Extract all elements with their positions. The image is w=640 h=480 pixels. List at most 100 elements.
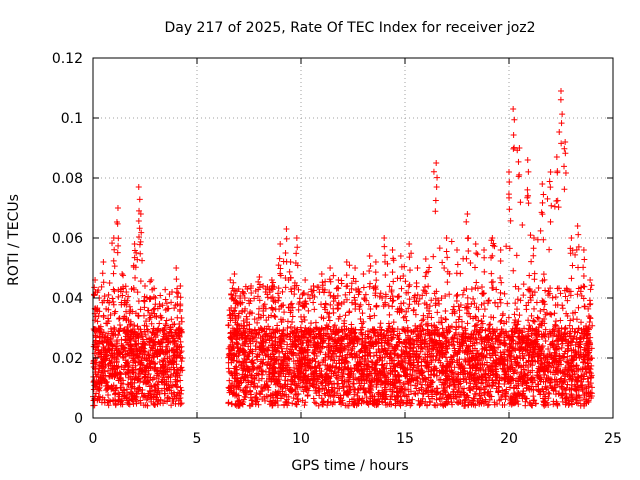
data-point [581,303,588,310]
data-point [473,339,480,346]
data-point [344,402,351,409]
data-point [295,306,302,313]
data-point [380,364,387,371]
data-point [310,395,317,402]
data-point [110,382,117,389]
data-point [356,354,363,361]
data-point [525,286,532,293]
data-point [525,351,532,358]
data-point [316,367,323,374]
data-point [519,390,526,397]
data-point [528,402,535,409]
data-point [478,340,485,347]
data-point [151,382,158,389]
data-point [502,358,509,365]
data-point [450,388,457,395]
data-point [419,381,426,388]
data-point [406,296,413,303]
data-point [122,348,129,355]
data-point [348,321,355,328]
data-point [357,315,364,322]
data-point [404,324,411,331]
data-point [121,326,128,333]
data-point [125,400,132,407]
data-point [397,353,404,360]
data-point [156,359,163,366]
data-point [344,359,351,366]
data-point [501,380,508,387]
data-point [102,353,109,360]
data-point [340,384,347,391]
data-point [408,328,415,335]
data-point [334,385,341,392]
data-point [402,366,409,373]
data-point [344,342,351,349]
data-point [122,330,129,337]
data-point [350,376,357,383]
data-point [553,368,560,375]
data-point [93,390,100,397]
data-point [111,349,118,356]
data-point [511,390,518,397]
data-point [575,325,582,332]
data-point [289,400,296,407]
data-point [390,319,397,326]
data-point [330,298,337,305]
data-point [290,352,297,359]
data-point [544,195,551,202]
data-point [581,400,588,407]
data-point [419,317,426,324]
data-point [151,313,158,320]
data-point [164,394,171,401]
data-point [148,344,155,351]
data-point [259,337,266,344]
data-point [363,394,370,400]
data-point [487,372,494,379]
data-point [170,346,177,353]
data-point [348,285,355,292]
data-point [373,375,380,382]
data-point [470,400,477,407]
data-point [472,381,479,388]
data-point [173,369,180,376]
data-point [231,365,238,372]
data-point [107,370,114,377]
data-point [278,303,285,310]
data-point [380,331,387,338]
data-point [119,389,126,396]
data-point [481,346,488,353]
data-point [576,355,583,362]
data-point [585,345,592,352]
data-point [234,345,241,352]
data-point [573,362,580,369]
data-point [516,374,523,381]
data-point [98,369,105,376]
data-point [360,384,367,391]
data-point [486,366,493,373]
data-point [163,300,170,307]
data-point [402,343,409,350]
data-point [287,367,294,374]
data-point [149,345,156,352]
data-point [356,289,363,296]
data-point [389,379,396,386]
data-point [279,348,286,355]
data-point [175,335,182,342]
data-point [394,332,401,339]
data-point [561,287,568,294]
data-point [551,310,558,317]
data-point [137,399,144,406]
data-point [474,251,481,258]
data-point [464,320,471,327]
data-point [313,353,320,360]
data-point [105,382,112,389]
data-point [166,384,173,391]
data-point [377,290,384,297]
data-point [554,382,561,389]
data-point [498,317,505,324]
data-point [515,285,522,292]
data-point [139,355,146,362]
data-point [324,309,331,316]
data-point [283,398,290,405]
data-point [124,363,131,370]
